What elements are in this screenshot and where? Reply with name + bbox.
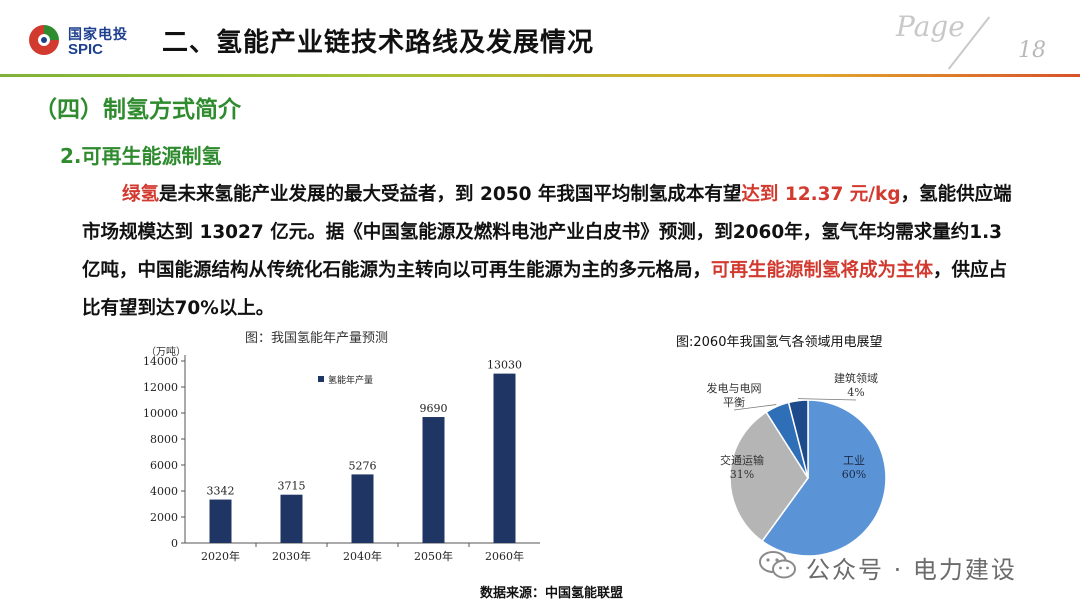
logo-cn-text: 国家电投 [68,27,128,43]
wechat-account-name: 公众号 · 电力建设 [806,556,1017,584]
header-accent-bar [0,74,1080,77]
spic-logo: 国家电投 SPIC [26,22,146,62]
bar [351,474,374,543]
pie-chart-title: 图:2060年我国氢气各领域用电展望 [676,334,882,350]
wechat-icon [759,551,796,579]
y-tick-label: 4000 [150,485,178,498]
y-axis-unit-label: （万吨） [146,345,186,358]
x-tick-label: 2060年 [485,549,524,563]
y-tick-label: 8000 [150,433,178,446]
x-tick-label: 2040年 [343,549,382,563]
paragraph-text-3: ，供应占比有望到达70%以上。 [82,260,1008,319]
bar-data-label: 9690 [420,402,448,415]
y-tick-label: 10000 [143,407,178,420]
page-label: Page [896,10,965,43]
highlight-cost: 达到 12.37 元/kg [741,184,901,205]
highlight-green-hydrogen: 绿氢 [122,184,160,205]
bar-data-label: 3715 [278,480,306,493]
sub-title: 2.可再生能源制氢 [60,144,222,168]
paragraph-text-1: 是未来氢能产业发展的最大受益者，到 2050 年我国平均制氢成本有望 [159,184,742,205]
paragraph-text-2: ，氢能供应端市场规模达到 13027 亿元。据《中国氢能源及燃料电池产业白皮书》… [82,184,1012,281]
pie-slice-value: 平衡 [723,396,745,409]
page-number: 18 [1018,38,1046,63]
bar-data-label: 5276 [349,459,377,472]
body-paragraph: 绿氢是未来氢能产业发展的最大受益者，到 2050 年我国平均制氢成本有望达到 1… [82,176,1012,328]
pie-slice-value: 4% [847,386,864,399]
spic-logo-icon [29,25,59,55]
pie-slice [787,399,809,479]
data-source: 数据来源：中国氢能联盟 [480,586,624,601]
x-tick-label: 2050年 [414,549,453,563]
pie-leader-line [733,404,777,411]
pie-leader-line [797,398,857,401]
bar [280,494,303,543]
wechat-watermark: 公众号 · 电力建设 [758,548,1058,584]
bar [422,417,445,543]
x-tick-label: 2020年 [201,549,240,563]
y-tick-label: 14000 [143,355,178,368]
pie-slice [761,399,887,557]
section-title: （四）制氢方式简介 [34,97,241,123]
bar [209,499,232,543]
page-title: 二、氢能产业链技术路线及发展情况 [162,28,595,58]
y-tick-label: 12000 [143,381,178,394]
bar-data-label: 3342 [207,485,235,498]
y-tick-label: 0 [171,537,178,550]
y-tick-label: 2000 [150,511,178,524]
bar-chart-title: 图：我国氢能年产量预测 [245,331,388,346]
pie-slice-value: 31% [730,468,754,481]
pie-slice-label: 工业 [843,454,865,467]
pie-slice [729,411,809,543]
pie-slice-label: 建筑领域 [834,371,878,385]
pie-slice-value: 60% [842,468,866,481]
highlight-renewable: 可再生能源制氢将成为主体 [711,260,934,281]
bar-data-label: 13030 [487,359,522,372]
x-tick-label: 2030年 [272,549,311,563]
bar-chart-hydrogen-production: 图：我国氢能年产量预测 （万吨） 0 2000 4000 6000 8000 10000 120… [143,331,540,563]
legend-label: 氢能年产量 [328,374,373,386]
pie-slice-label: 发电与电网 [707,381,762,395]
logo-en-text: SPIC [68,41,104,58]
y-tick-label: 6000 [150,459,178,472]
legend-swatch [318,376,324,382]
pie-slice-label: 交通运输 [720,453,764,467]
header: 国家电投 SPIC 二、氢能产业链技术路线及发展情况 Page 18 [0,0,1080,80]
bar [493,373,516,543]
